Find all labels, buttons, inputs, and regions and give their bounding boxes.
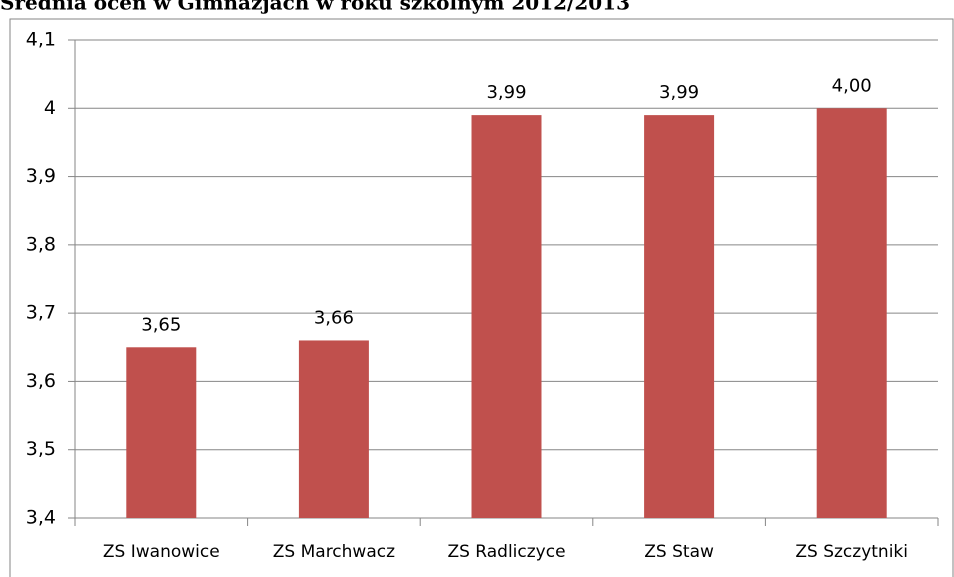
bar — [298, 340, 369, 518]
y-tick-label: 3,7 — [26, 302, 56, 324]
y-tick-label: 3,9 — [26, 165, 56, 187]
bar — [126, 347, 197, 518]
bar — [816, 108, 887, 519]
y-tick-label: 4,1 — [26, 29, 56, 51]
value-label: 3,65 — [141, 314, 181, 335]
value-label: 3,66 — [314, 307, 354, 328]
y-tick-label: 3,8 — [26, 233, 56, 255]
x-tick-label: ZS Staw — [644, 542, 714, 562]
chart-frame — [9, 18, 954, 577]
x-tick-label: ZS Marchwacz — [273, 542, 395, 562]
value-label: 3,99 — [659, 82, 699, 103]
y-tick-label: 3,4 — [26, 507, 56, 529]
y-tick-label: 3,6 — [26, 370, 56, 392]
bar — [471, 115, 542, 518]
y-tick-label: 3,5 — [26, 438, 56, 460]
x-tick-label: ZS Iwanowice — [103, 542, 220, 562]
x-tick-label: ZS Szczytniki — [795, 542, 908, 562]
chart-title: Średnia ocen w Gimnazjach w roku szkolny… — [0, 0, 630, 15]
value-label: 3,99 — [486, 82, 526, 103]
x-tick-label: ZS Radliczyce — [447, 542, 565, 562]
bar — [644, 115, 715, 518]
value-label: 4,00 — [832, 75, 872, 96]
y-tick-label: 4 — [44, 97, 56, 119]
